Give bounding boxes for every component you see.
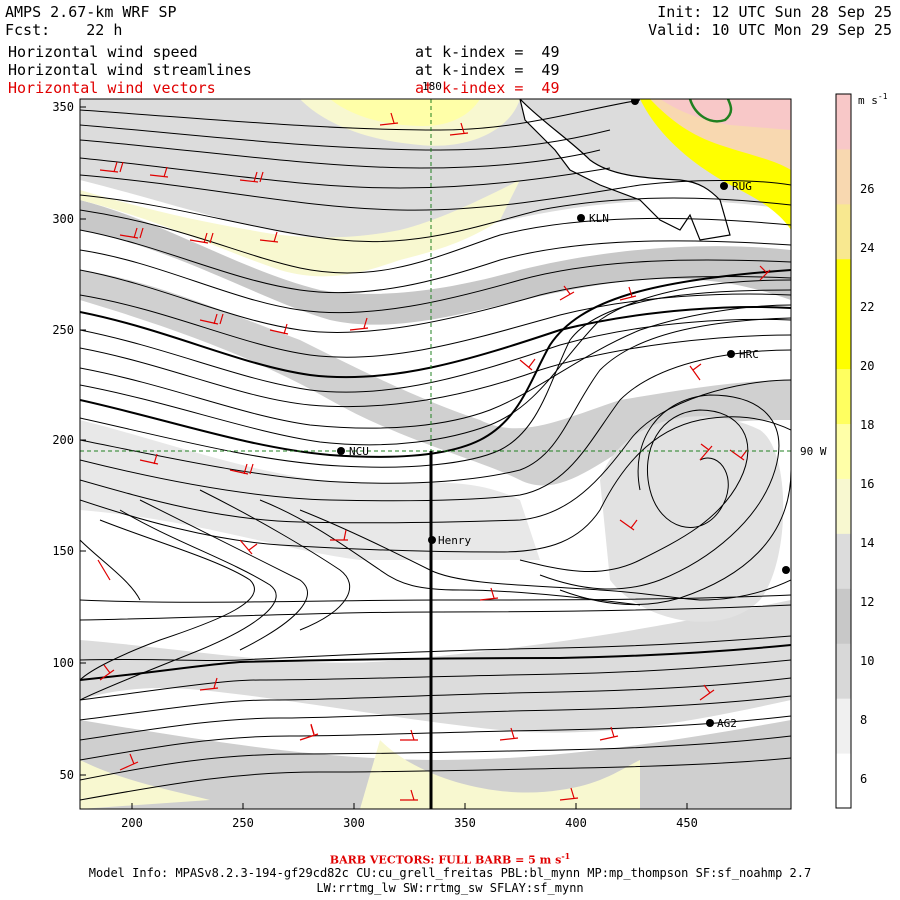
colorbar-cell (836, 533, 851, 589)
colorbar-cell (836, 148, 851, 205)
colorbar-label: 16 (860, 477, 874, 491)
field-name-streamlines: Horizontal wind streamlines (8, 61, 252, 79)
colorbar-cell (836, 753, 851, 809)
colorbar-cell (836, 478, 851, 534)
colorbar-cell (836, 203, 851, 260)
colorbar-cells (836, 94, 851, 809)
y-tick-label: 200 (52, 433, 74, 447)
field-name-speed: Horizontal wind speed (8, 43, 198, 61)
colorbar-label: 24 (860, 241, 874, 255)
x-tick-label: 200 (121, 816, 143, 830)
colorbar-label: 8 (860, 713, 867, 727)
colorbar-frame (835, 93, 852, 809)
x-tick-label: 300 (343, 816, 365, 830)
model-title: AMPS 2.67-km WRF SP (5, 3, 177, 21)
station-henry-label: Henry (438, 534, 471, 547)
station-ncu: NCU (337, 445, 369, 458)
colorbar-label: 12 (860, 595, 874, 609)
colorbar-cell (836, 94, 851, 150)
station-ag2: AG2 (706, 717, 737, 730)
y-tick-label: 350 (52, 100, 74, 114)
station-kln: KLN (577, 212, 609, 225)
colorbar-label: 18 (860, 418, 874, 432)
x-tick-label: 250 (232, 816, 254, 830)
colorbar-unit: m s-1 (858, 92, 888, 107)
colorbar: m s-1 26 24 22 20 18 16 14 12 10 8 6 (835, 92, 888, 809)
colorbar-label: 14 (860, 536, 874, 550)
colorbar-label: 26 (860, 182, 874, 196)
field-level-vectors: at k-index = 49 (415, 79, 560, 97)
land-contour (688, 99, 733, 123)
meridian-label: 180 (422, 80, 442, 93)
coastline (519, 99, 731, 241)
x-tick-label: 450 (676, 816, 698, 830)
field-name-vectors: Horizontal wind vectors (8, 79, 216, 97)
stations: NCU KLN RUG HRC Henry AG2 (337, 99, 790, 730)
valid-time: Valid: 10 UTC Mon 29 Sep 25 (648, 21, 892, 39)
barb-note: BARB VECTORS: FULL BARB = 5 m s-1 (329, 851, 571, 867)
station-ag2-label: AG2 (717, 717, 737, 730)
field-level-speed: at k-index = 49 (415, 43, 560, 61)
colorbar-cell (836, 643, 851, 699)
colorbar-cell (836, 313, 851, 370)
colorbar-cell (836, 698, 851, 754)
parallel-label: 90 W (800, 445, 827, 458)
colorbar-cell (836, 258, 851, 315)
station-henry: Henry (428, 534, 471, 547)
y-tick-label: 250 (52, 323, 74, 337)
forecast-label: Fcst: 22 h (5, 22, 122, 39)
colorbar-label: 10 (860, 654, 874, 668)
colorbar-label: 22 (860, 300, 874, 314)
x-tick-label: 350 (454, 816, 476, 830)
station-kln-label: KLN (589, 212, 609, 225)
station-unlabeled-top (631, 99, 639, 105)
wind-speed-shading (80, 99, 791, 809)
station-rug: RUG (720, 180, 752, 193)
model-info-2: LW:rrtmg_lw SW:rrtmg_sw SFLAY:sf_mynn (316, 881, 584, 895)
y-tick-label: 150 (52, 544, 74, 558)
y-axis: 50 100 150 200 250 300 350 (52, 100, 86, 782)
y-tick-label: 100 (52, 656, 74, 670)
station-hrc: HRC (727, 348, 759, 361)
colorbar-label: 20 (860, 359, 874, 373)
wind-barbs (97, 112, 771, 801)
colorbar-cell (836, 368, 851, 425)
fcst-label: Fcst: (5, 21, 51, 39)
colorbar-label: 6 (860, 772, 867, 786)
model-info: Model Info: MPASv8.2.3-194-gf29cd82c CU:… (88, 866, 812, 880)
x-tick-label: 400 (565, 816, 587, 830)
colorbar-cell (836, 588, 851, 644)
plot-frame (79, 98, 792, 810)
fcst-value: 22 h (86, 21, 123, 39)
station-ncu-label: NCU (349, 445, 369, 458)
station-unlabeled-right (782, 566, 790, 574)
init-time: Init: 12 UTC Sun 28 Sep 25 (657, 3, 892, 21)
field-level-streamlines: at k-index = 49 (415, 61, 560, 79)
station-rug-label: RUG (732, 180, 752, 193)
y-tick-label: 50 (60, 768, 74, 782)
colorbar-labels: 26 24 22 20 18 16 14 12 10 8 6 (860, 182, 874, 786)
y-tick-label: 300 (52, 212, 74, 226)
station-hrc-label: HRC (739, 348, 759, 361)
x-axis: 200 250 300 350 400 450 (121, 803, 698, 830)
colorbar-cell (836, 423, 851, 479)
map-plot: NCU KLN RUG HRC Henry AG2 (80, 99, 791, 809)
